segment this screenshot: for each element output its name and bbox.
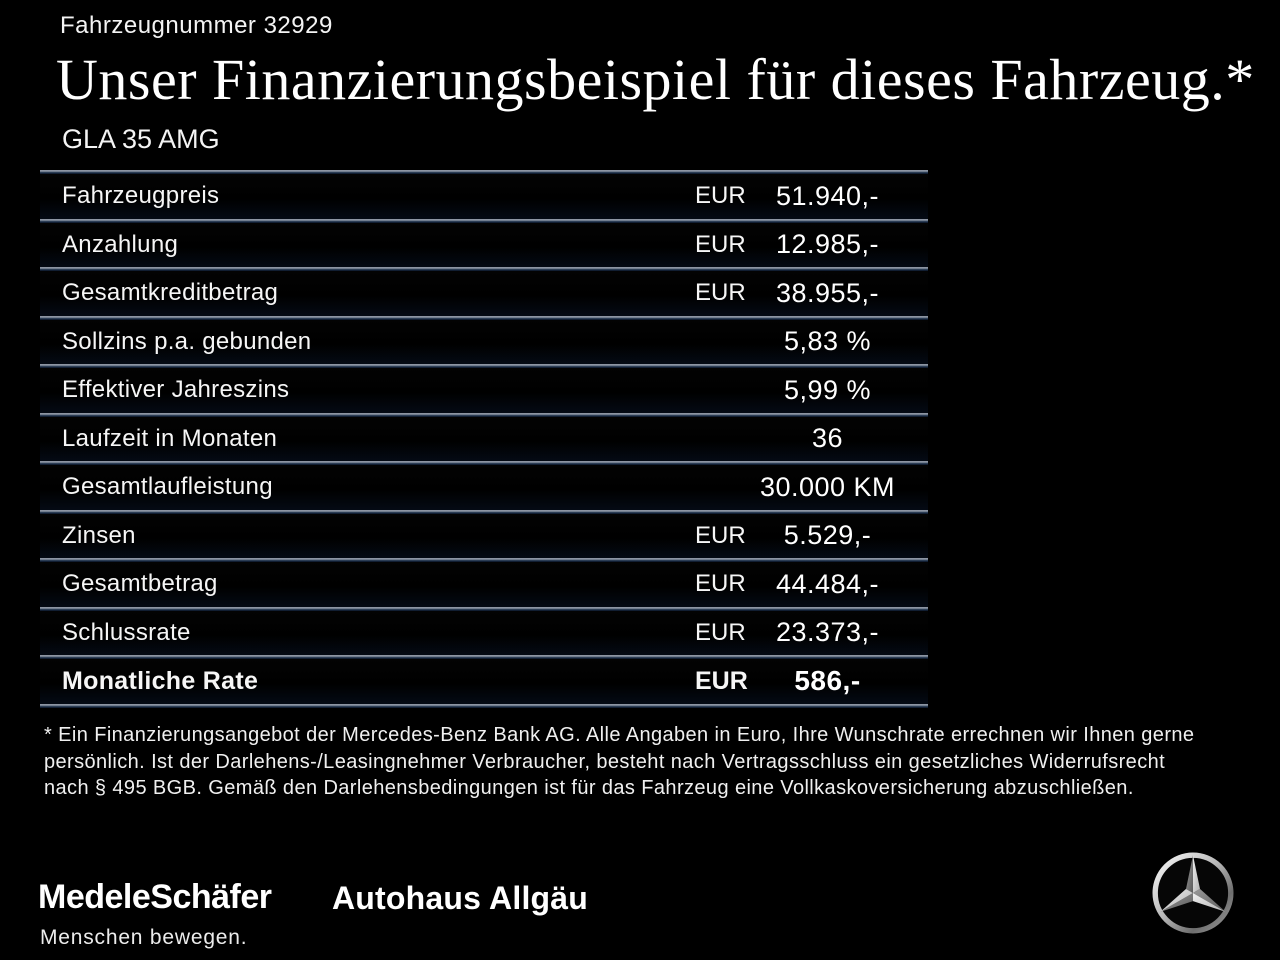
row-separator: [40, 461, 928, 465]
row-label: Effektiver Jahreszins: [62, 376, 290, 404]
dealer-logo-autohaus-allgaeu: Autohaus Allgäu: [332, 880, 589, 916]
table-row: Effektiver Jahreszins 5,99 %: [40, 368, 928, 413]
row-value: 36: [811, 423, 844, 454]
row-label: Laufzeit in Monaten: [62, 424, 278, 452]
row-separator: [40, 315, 928, 320]
dealer-logo-medele-schaefer: MedeleSchäfer: [38, 878, 272, 916]
row-separator: [40, 364, 928, 368]
row-currency: EUR: [695, 570, 746, 598]
row-label: Gesamtbetrag: [62, 570, 218, 598]
row-value: 586,-: [794, 665, 861, 697]
table-row: Zinsen EUR 5.529,-: [40, 513, 928, 558]
row-value: 5,83 %: [783, 326, 872, 357]
row-separator: [40, 218, 928, 223]
row-currency: EUR: [695, 230, 746, 258]
row-value: 23.373,-: [775, 617, 880, 648]
row-currency: EUR: [695, 279, 746, 307]
row-separator: [40, 509, 928, 514]
row-label: Zinsen: [62, 521, 136, 549]
row-separator: [40, 170, 928, 174]
row-label: Fahrzeugpreis: [62, 182, 220, 210]
row-currency: EUR: [695, 182, 746, 210]
row-value: 38.955,-: [775, 277, 880, 308]
table-row: Anzahlung EUR 12.985,-: [40, 222, 928, 267]
row-separator: [40, 703, 928, 708]
row-label: Monatliche Rate: [62, 666, 259, 695]
row-currency: EUR: [695, 618, 746, 646]
financing-table: Fahrzeugpreis EUR 51.940,- Anzahlung EUR…: [40, 170, 928, 708]
row-value: 30.000 KM: [759, 471, 896, 502]
table-row: Gesamtkreditbetrag EUR 38.955,-: [40, 271, 928, 316]
vehicle-model: GLA 35 AMG: [62, 124, 220, 154]
table-row: Gesamtbetrag EUR 44.484,-: [40, 562, 928, 607]
row-label: Schlussrate: [62, 618, 191, 646]
row-value: 12.985,-: [775, 229, 880, 260]
row-separator: [40, 606, 928, 611]
row-label: Gesamtkreditbetrag: [62, 279, 279, 307]
row-currency: EUR: [695, 666, 748, 695]
table-row: Laufzeit in Monaten 36: [40, 416, 928, 461]
vehicle-number: Fahrzeugnummer 32929: [60, 12, 333, 39]
row-separator: [40, 412, 928, 417]
row-separator: [40, 655, 928, 659]
row-value: 44.484,-: [775, 568, 880, 599]
row-separator: [40, 558, 928, 562]
row-currency: EUR: [695, 521, 746, 549]
table-row: Fahrzeugpreis EUR 51.940,-: [40, 174, 928, 219]
row-value: 5.529,-: [783, 520, 872, 551]
row-label: Anzahlung: [62, 230, 179, 258]
row-value: 51.940,-: [775, 180, 880, 211]
table-row: Gesamtlaufleistung 30.000 KM: [40, 465, 928, 510]
legal-footnote: * Ein Finanzierungsangebot der Mercedes-…: [44, 724, 1195, 799]
table-row-monthly-rate: Monatliche Rate EUR 586,-: [40, 659, 928, 704]
table-row: Sollzins p.a. gebunden 5,83 %: [40, 319, 928, 364]
mercedes-star-icon: [1152, 852, 1234, 934]
row-separator: [40, 267, 928, 271]
row-value: 5,99 %: [783, 374, 872, 405]
row-label: Sollzins p.a. gebunden: [62, 327, 312, 355]
dealer-tagline: Menschen bewegen.: [40, 926, 248, 949]
page-title: Unser Finanzierungsbeispiel für dieses F…: [56, 47, 1255, 112]
footer: MedeleSchäfer Menschen bewegen. Autohaus…: [0, 848, 1280, 960]
table-row: Schlussrate EUR 23.373,-: [40, 610, 928, 655]
row-label: Gesamtlaufleistung: [62, 473, 273, 501]
